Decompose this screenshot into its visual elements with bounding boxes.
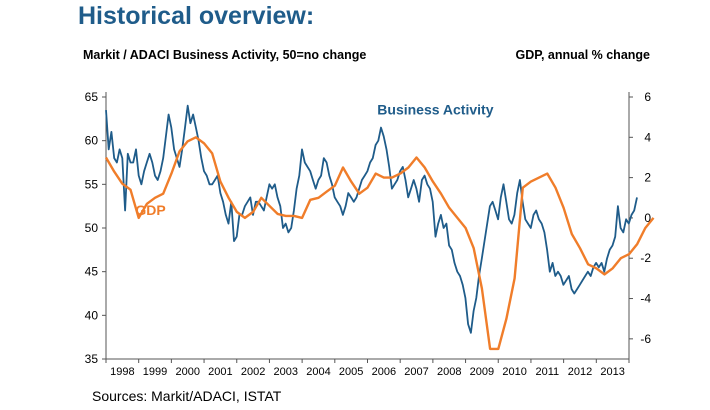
- series-label-gdp: GDP: [135, 202, 165, 218]
- x-axis-tick-label: 2010: [502, 366, 526, 378]
- left-axis-tick-label: 40: [85, 308, 99, 322]
- left-axis-tick-label: 45: [85, 265, 99, 279]
- right-axis-tick-label: -4: [640, 292, 651, 306]
- series-label-business_activity: Business Activity: [377, 101, 493, 117]
- right-axis-tick-label: -6: [640, 332, 651, 346]
- x-axis-tick-label: 2009: [470, 366, 494, 378]
- right-axis-tick-label: -2: [640, 251, 651, 265]
- right-axis-tick-label: 4: [644, 130, 651, 144]
- series-line-business_activity: [105, 104, 638, 334]
- left-axis-tick-label: 65: [85, 90, 99, 104]
- series-line-gdp: [104, 136, 655, 351]
- right-axis-title: GDP, annual % change: [515, 48, 650, 62]
- chart-series: [104, 104, 655, 351]
- x-axis-tick-label: 1998: [110, 366, 134, 378]
- chart-axes: 35 40 45 50 55 60 65 -6 -4 -2 0 2 4 6 1998 1999 2000 2001…: [85, 90, 652, 378]
- left-axis-tick-label: 55: [85, 177, 99, 191]
- source-note: Sources: Markit/ADACI, ISTAT: [92, 388, 282, 404]
- x-axis-tick-label: 1999: [143, 366, 167, 378]
- x-axis-tick-label: 2006: [372, 366, 396, 378]
- x-axis-tick-label: 2007: [404, 366, 428, 378]
- x-axis-tick-label: 2004: [306, 366, 330, 378]
- x-axis-tick-label: 2011: [535, 366, 559, 378]
- chart-annotations: Business Activity GDP: [135, 101, 493, 217]
- x-axis-tick-label: 2008: [437, 366, 461, 378]
- x-axis-tick-label: 2003: [274, 366, 298, 378]
- right-axis-tick-label: 0: [644, 211, 651, 225]
- x-axis-tick-label: 2002: [241, 366, 265, 378]
- right-axis-tick-label: 6: [644, 90, 651, 104]
- x-axis-tick-label: 2001: [208, 366, 232, 378]
- left-axis-tick-label: 60: [85, 134, 99, 148]
- right-axis-tick-label: 2: [644, 171, 651, 185]
- left-axis-tick-label: 35: [85, 352, 99, 366]
- x-axis-tick-label: 2013: [600, 366, 624, 378]
- left-axis-title: Markit / ADACI Business Activity, 50=no …: [83, 48, 367, 62]
- page-title: Historical overview:: [78, 2, 315, 30]
- x-axis-tick-label: 2000: [175, 366, 199, 378]
- x-axis-tick-label: 2005: [339, 366, 363, 378]
- x-axis-tick-label: 2012: [568, 366, 592, 378]
- left-axis-tick-label: 50: [85, 221, 99, 235]
